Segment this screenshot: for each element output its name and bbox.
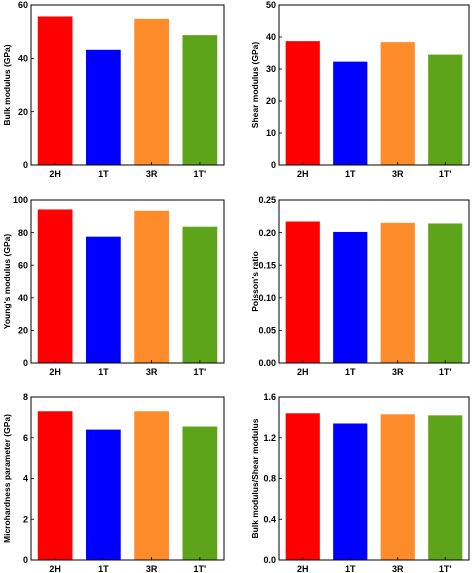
x-tick-label: 2H <box>297 169 309 179</box>
y-tick-label: 6 <box>23 433 28 443</box>
x-tick-label: 3R <box>146 169 158 179</box>
y-tick-label: 0.10 <box>258 293 276 303</box>
x-tick-label: 3R <box>392 564 404 573</box>
chart-panel-1: 2H 1T 3R 1T' 0 20 40 60 Bulk modulus (GPa) <box>2 0 225 179</box>
y-tick-label: 50 <box>266 0 276 10</box>
x-tick-label: 3R <box>146 367 158 377</box>
y-tick-label: 40 <box>18 54 28 64</box>
x-tick-label: 1T <box>345 169 356 179</box>
bar-1t <box>333 423 368 560</box>
bar-1t <box>333 231 368 363</box>
plot-frame <box>30 396 225 561</box>
y-tick-label: 0 <box>23 160 28 170</box>
bar-3r <box>380 222 415 363</box>
y-axis-label: Bulk modulus/Shear modulus <box>250 418 260 538</box>
y-tick-label: 0.25 <box>258 195 276 205</box>
bar-1t <box>86 429 121 560</box>
y-tick-label: 0.15 <box>258 260 276 270</box>
y-tick-label: 2 <box>23 514 28 524</box>
bar-3r <box>134 18 169 166</box>
y-axis-label: Shear modulus (GPa) <box>250 42 260 129</box>
x-tick-label: 3R <box>392 169 404 179</box>
chart-panel-5: 2H 1T 3R 1T' 0 2 4 6 8 Microhardness parameter (G… <box>2 392 225 573</box>
bar-3r <box>134 210 169 363</box>
x-tick-label: 3R <box>146 564 158 573</box>
bar-3r <box>134 411 169 560</box>
x-tick-label: 1T <box>98 367 109 377</box>
x-tick-label: 1T' <box>439 564 452 573</box>
x-tick-label: 1T <box>98 169 109 179</box>
x-tick-label: 1T' <box>194 367 207 377</box>
y-tick-label: 40 <box>18 293 28 303</box>
bar-1t <box>333 61 368 165</box>
bar-2h <box>37 411 73 560</box>
x-tick-label: 1T' <box>439 169 452 179</box>
x-tick-label: 2H <box>297 564 309 573</box>
x-tick-label: 1T <box>98 564 109 573</box>
bar-1tprime <box>182 226 218 363</box>
y-tick-label: 10 <box>266 128 276 138</box>
y-tick-label: 20 <box>266 96 276 106</box>
y-tick-label: 0.20 <box>258 228 276 238</box>
x-tick-label: 1T' <box>194 564 207 573</box>
x-tick-label: 3R <box>392 367 404 377</box>
y-tick-label: 0 <box>271 160 276 170</box>
y-tick-label: 20 <box>18 326 28 336</box>
y-tick-label: 1.6 <box>263 392 276 402</box>
bar-2h <box>285 413 320 560</box>
y-axis-label: Young's modulus (GPa) <box>2 234 12 330</box>
x-tick-label: 1T <box>345 367 356 377</box>
bar-2h <box>37 16 73 165</box>
y-tick-label: 8 <box>23 392 28 402</box>
x-tick-label: 2H <box>49 367 61 377</box>
y-tick-label: 0.4 <box>263 514 276 524</box>
x-tick-label: 2H <box>49 564 61 573</box>
chart-panel-3: 2H 1T 3R 1T' 0 20 40 60 80 100 Young's modulus (GP… <box>2 195 225 377</box>
x-tick-label: 1T <box>345 564 356 573</box>
plot-frame <box>30 4 225 166</box>
y-tick-label: 0.00 <box>258 358 276 368</box>
y-tick-label: 60 <box>18 260 28 270</box>
chart-panel-4: 2H 1T 3R 1T' 0.00 0.05 0.10 0.15 0.20 0.25 Poisson… <box>250 195 470 377</box>
bar-2h <box>37 209 73 363</box>
y-tick-label: 40 <box>266 32 276 42</box>
plot-frame <box>30 199 225 364</box>
y-axis-label: Microhardness parameter (GPa) <box>2 414 12 543</box>
y-tick-label: 80 <box>18 228 28 238</box>
y-tick-label: 60 <box>18 0 28 10</box>
plot-frame <box>278 199 470 364</box>
y-tick-label: 4 <box>23 474 28 484</box>
x-tick-label: 1T' <box>194 169 207 179</box>
bar-1tprime <box>428 54 463 165</box>
y-tick-label: 1.2 <box>263 433 276 443</box>
bar-2h <box>285 41 320 165</box>
plot-frame <box>278 396 470 561</box>
bar-1tprime <box>182 426 218 560</box>
y-tick-label: 20 <box>18 107 28 117</box>
y-axis-label: Poisson's ratio <box>250 251 260 312</box>
chart-panel-6: 2H 1T 3R 1T' 0.0 0.4 0.8 1.2 1.6 Bulk modulus/She… <box>250 392 470 573</box>
bar-1t <box>86 49 121 165</box>
x-tick-label: 2H <box>297 367 309 377</box>
y-tick-label: 100 <box>13 195 28 205</box>
x-tick-label: 2H <box>49 169 61 179</box>
bar-1t <box>86 236 121 363</box>
y-tick-label: 0.0 <box>263 555 276 565</box>
chart-panel-2: 2H 1T 3R 1T' 0 10 20 30 40 50 Shear modulus (GPa) <box>250 0 470 179</box>
y-axis-label: Bulk modulus (GPa) <box>2 44 12 125</box>
y-tick-label: 0 <box>23 358 28 368</box>
bar-3r <box>380 414 415 560</box>
y-tick-label: 0.8 <box>263 474 276 484</box>
y-tick-label: 0.05 <box>258 326 276 336</box>
plot-frame <box>278 4 470 166</box>
bar-3r <box>380 42 415 166</box>
bar-1tprime <box>428 415 463 560</box>
x-tick-label: 1T' <box>439 367 452 377</box>
bar-1tprime <box>182 35 218 165</box>
y-tick-label: 30 <box>266 64 276 74</box>
y-tick-label: 0 <box>23 555 28 565</box>
bar-2h <box>285 221 320 363</box>
bar-1tprime <box>428 223 463 363</box>
